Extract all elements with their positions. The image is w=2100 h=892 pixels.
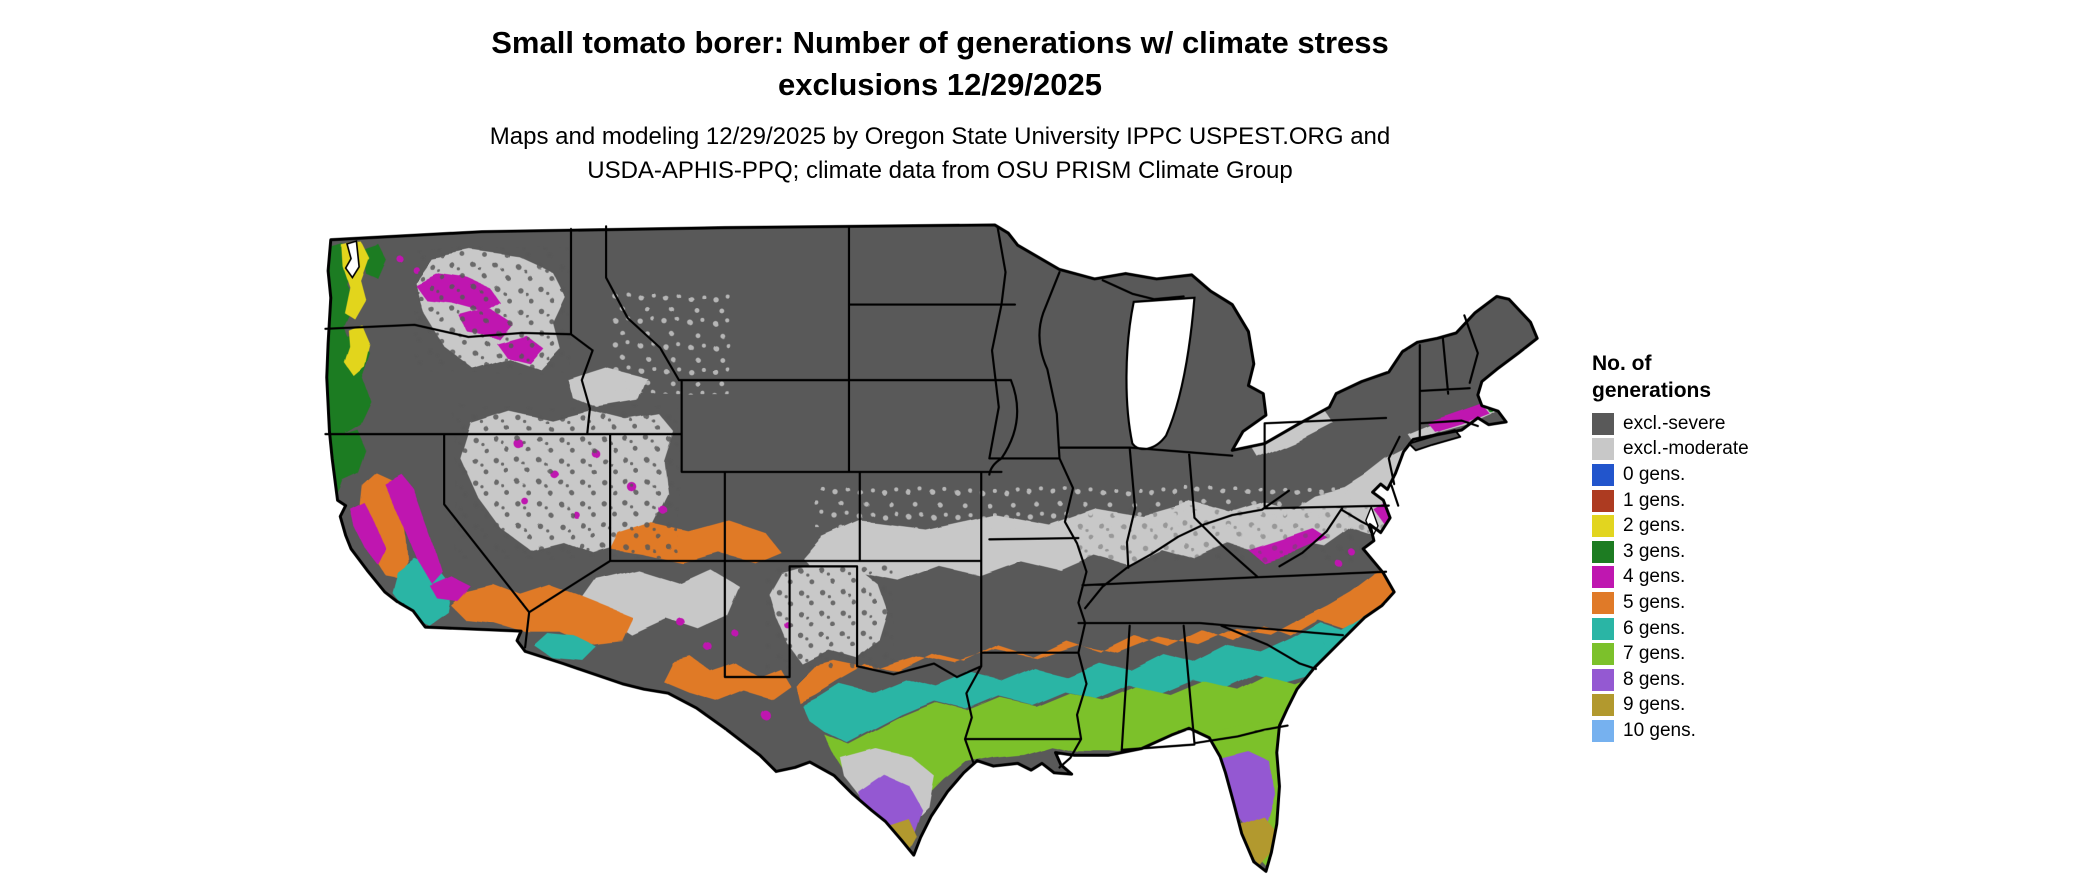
lake-michigan	[1125, 296, 1196, 451]
legend-swatch	[1592, 540, 1614, 563]
legend-entry: 0 gens.	[1592, 462, 1892, 488]
national-outline	[325, 223, 1539, 873]
legend-swatch	[1592, 566, 1614, 589]
legend-entry: 1 gens.	[1592, 488, 1892, 514]
legend-swatch	[1592, 438, 1614, 461]
legend-label: excl.-severe	[1623, 412, 1726, 434]
legend-label: 8 gens.	[1623, 668, 1686, 690]
legend-title-line1: No. of	[1592, 352, 1652, 375]
legend-swatch	[1592, 694, 1614, 717]
legend-swatch	[1592, 515, 1614, 538]
legend-entry: 3 gens.	[1592, 539, 1892, 565]
legend-swatch	[1592, 489, 1614, 512]
legend-label: 0 gens.	[1623, 463, 1686, 485]
map-title-line1: Small tomato borer: Number of generation…	[491, 25, 1389, 60]
zone-9-gens	[889, 815, 1275, 865]
legend-entry: 8 gens.	[1592, 667, 1892, 693]
legend-label: 9 gens.	[1623, 694, 1686, 716]
legend-label: 10 gens.	[1623, 719, 1696, 741]
legend-label: 1 gens.	[1623, 489, 1686, 511]
legend-swatch	[1592, 643, 1614, 666]
legend-entry: 2 gens.	[1592, 513, 1892, 539]
legend-label: excl.-moderate	[1623, 438, 1749, 460]
legend-entry: 6 gens.	[1592, 616, 1892, 642]
map-subtitle-line2: USDA-APHIS-PPQ; climate data from OSU PR…	[587, 157, 1293, 184]
legend-label: 7 gens.	[1623, 643, 1686, 665]
legend-label: 6 gens.	[1623, 617, 1686, 639]
legend-entry: excl.-moderate	[1592, 437, 1892, 463]
long-island	[1408, 429, 1462, 452]
legend-swatch	[1592, 668, 1614, 691]
legend-title-line2: generations	[1592, 379, 1712, 402]
legend-swatch	[1592, 463, 1614, 486]
legend: No. of generations excl.-severe excl.-mo…	[1592, 350, 1892, 744]
legend-label: 4 gens.	[1623, 566, 1686, 588]
speckle-overlays	[414, 247, 1400, 672]
us-map	[320, 218, 1548, 885]
map-title-line2: exclusions 12/29/2025	[777, 67, 1102, 102]
legend-swatch	[1592, 719, 1614, 742]
zone-2-gens	[340, 239, 370, 377]
legend-label: 5 gens.	[1623, 591, 1686, 613]
lakes	[344, 240, 1379, 539]
map-subtitle-line1: Maps and modeling 12/29/2025 by Oregon S…	[489, 123, 1391, 150]
map-subtitle: Maps and modeling 12/29/2025 by Oregon S…	[0, 120, 1880, 188]
state-boundaries	[324, 225, 1479, 769]
legend-swatch	[1592, 412, 1614, 435]
map-title: Small tomato borer: Number of generation…	[0, 22, 1880, 106]
legend-title: No. of generations	[1592, 350, 1892, 404]
legend-entry: 9 gens.	[1592, 693, 1892, 719]
legend-swatch	[1592, 617, 1614, 640]
us-map-svg	[324, 223, 1539, 873]
legend-entries: excl.-severe excl.-moderate 0 gens. 1 ge…	[1592, 411, 1892, 744]
legend-entry: excl.-severe	[1592, 411, 1892, 437]
legend-entry: 7 gens.	[1592, 641, 1892, 667]
legend-label: 3 gens.	[1623, 540, 1686, 562]
legend-entry: 5 gens.	[1592, 590, 1892, 616]
legend-label: 2 gens.	[1623, 515, 1686, 537]
puget-sound	[344, 240, 360, 280]
legend-entry: 10 gens.	[1592, 718, 1892, 744]
legend-entry: 4 gens.	[1592, 565, 1892, 591]
legend-swatch	[1592, 591, 1614, 614]
zone-10-gens	[1259, 869, 1265, 872]
